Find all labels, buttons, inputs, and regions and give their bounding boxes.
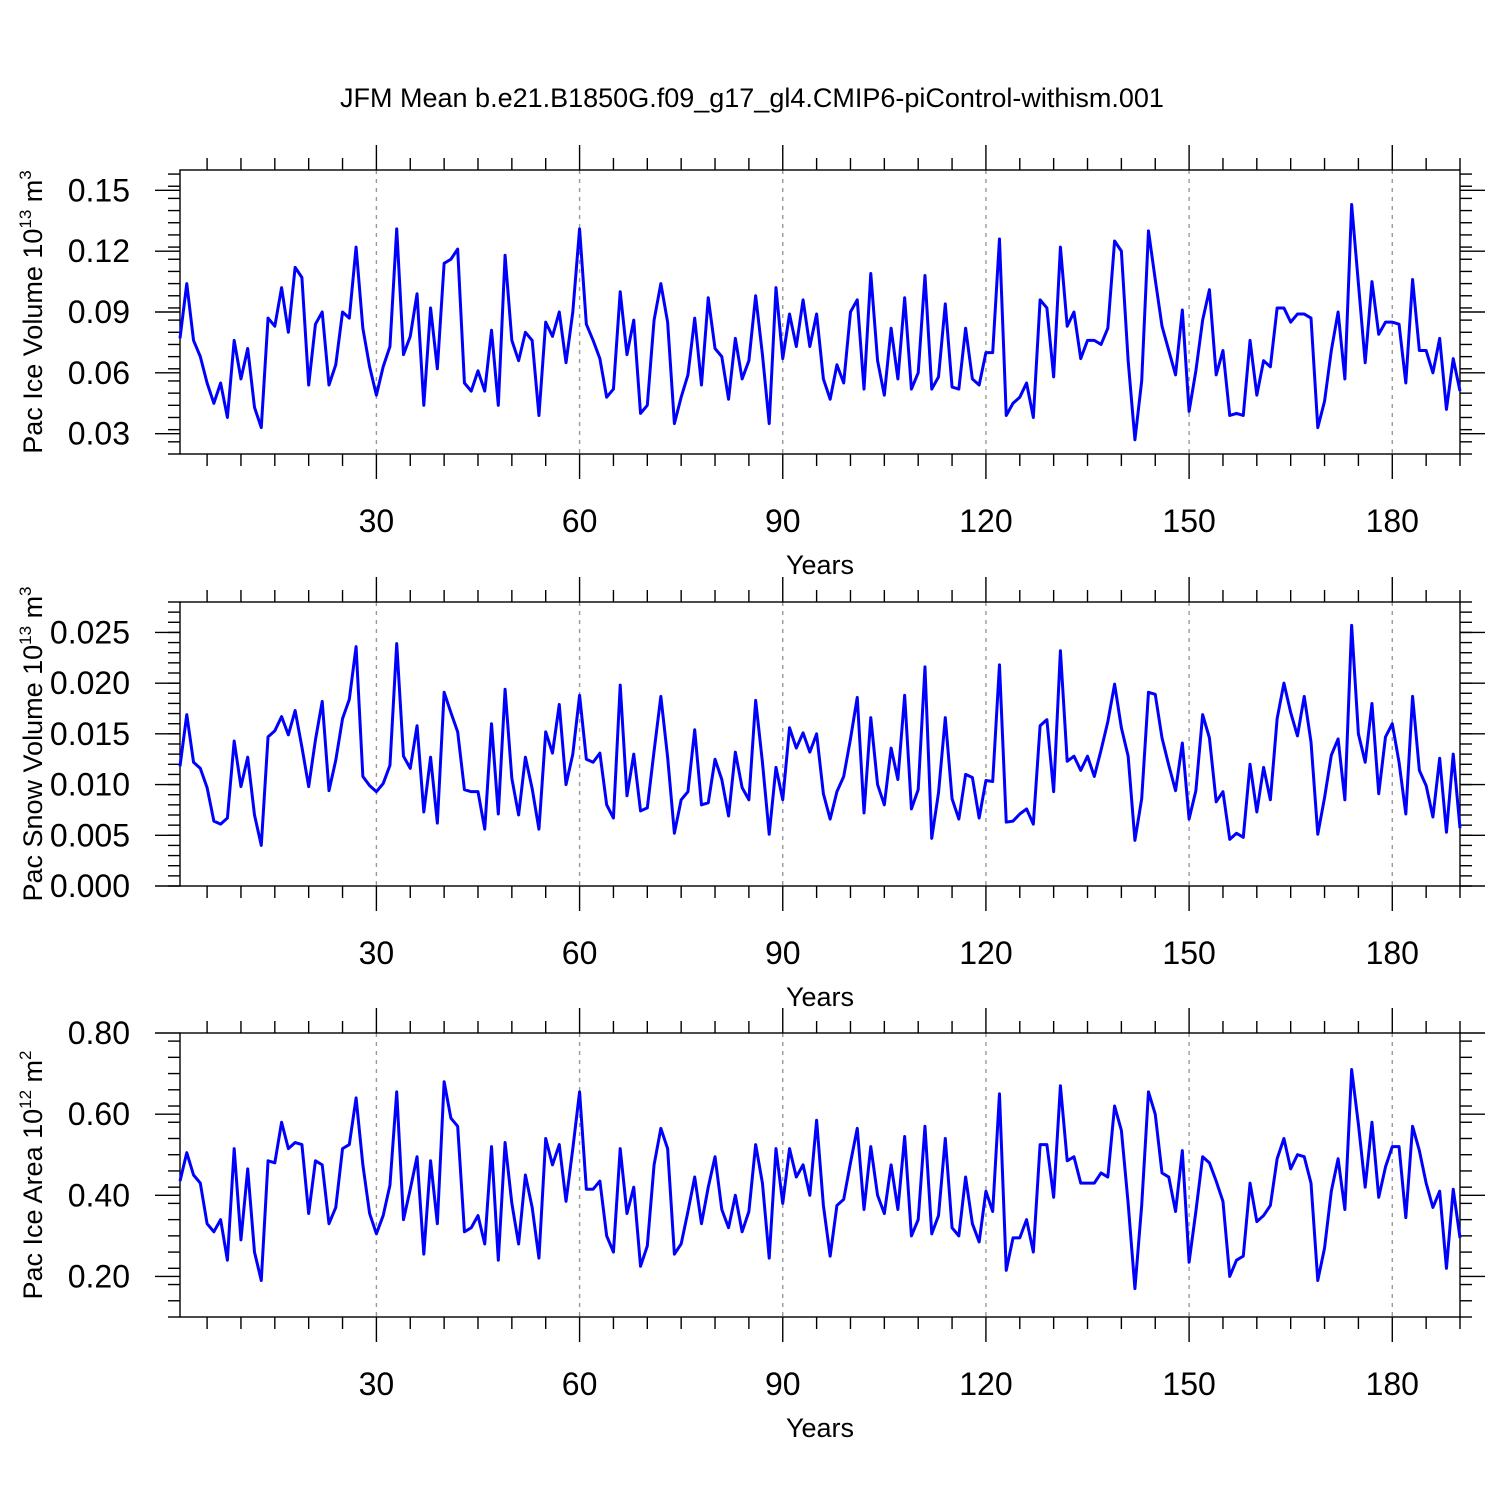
series-line [178,623,1462,847]
x-tick-label: 150 [1162,935,1215,971]
x-tick-label: 180 [1366,1366,1419,1402]
chart-panel-2: 0.000 0.005 0.010 0.015 0.020 0.025 30 60 90 120 1… [16,577,1485,1012]
x-tick-label: 60 [562,935,598,971]
y-tick-label: 0.60 [68,1096,130,1132]
x-tick-label: 60 [562,503,598,539]
y-tick-label: 0.20 [68,1258,130,1294]
y-axis-label-unit: m [18,596,48,626]
y-axis-label-unit: m [18,180,48,210]
x-axis-label: Years [786,982,854,1012]
x-tick-label: 30 [359,503,395,539]
chart-title: JFM Mean b.e21.B1850G.f09_g17_gl4.CMIP6-… [340,83,1164,113]
y-tick-label: 0.000 [50,868,130,904]
x-tick-label: 30 [359,1366,395,1402]
plot-frame [179,601,1461,887]
x-tick-label: 150 [1162,503,1215,539]
y-axis-label-unit-exponent: 3 [16,170,35,179]
y-tick-label: 0.09 [68,294,130,330]
y-axis-label: Pac Ice Area 1012 m2 [16,1050,48,1299]
x-tick-label: 30 [359,935,395,971]
y-axis-label: Pac Snow Volume 1013 m3 [16,586,48,901]
plot-frame [179,169,1461,455]
y-tick-label: 0.15 [68,172,130,208]
y-tick-label: 0.015 [50,716,130,752]
y-tick-label: 0.010 [50,767,130,803]
y-axis-label-exponent: 13 [16,626,35,645]
x-tick-label: 120 [959,935,1012,971]
x-tick-label: 120 [959,1366,1012,1402]
y-tick-label: 0.020 [50,665,130,701]
chart-panel-1: 0.03 0.06 0.09 0.12 0.15 30 60 90 120 150 180 Years… [16,145,1485,580]
y-axis-label-text: Pac Ice Area 10 [18,1109,48,1300]
x-tick-label: 180 [1366,935,1419,971]
y-axis-label-exponent: 13 [16,210,35,229]
chart-panel-3: 0.20 0.40 0.60 0.80 30 60 90 120 150 180 Years Pac … [16,1008,1485,1443]
x-tick-label: 90 [765,503,801,539]
x-tick-label: 120 [959,503,1012,539]
series-line [178,202,1462,442]
y-axis-label-unit: m [18,1060,48,1090]
x-tick-label: 60 [562,1366,598,1402]
y-tick-label: 0.06 [68,355,130,391]
y-tick-label: 0.025 [50,614,130,650]
x-tick-label: 150 [1162,1366,1215,1402]
series-line [178,1068,1462,1291]
x-tick-label: 90 [765,935,801,971]
x-tick-label: 90 [765,1366,801,1402]
y-tick-label: 0.005 [50,817,130,853]
y-axis-label-text: Pac Snow Volume 10 [18,645,48,902]
y-axis-label-text: Pac Ice Volume 10 [18,229,48,454]
y-tick-label: 0.03 [68,416,130,452]
x-axis-label: Years [786,550,854,580]
y-tick-label: 0.80 [68,1015,130,1051]
y-axis-label-unit-exponent: 3 [16,586,35,595]
x-axis-label: Years [786,1413,854,1443]
y-tick-label: 0.12 [68,233,130,269]
y-axis-label-exponent: 12 [16,1090,35,1109]
x-tick-label: 180 [1366,503,1419,539]
y-axis-label: Pac Ice Volume 1013 m3 [16,170,48,454]
y-tick-label: 0.40 [68,1177,130,1213]
y-axis-label-unit-exponent: 2 [16,1050,35,1059]
